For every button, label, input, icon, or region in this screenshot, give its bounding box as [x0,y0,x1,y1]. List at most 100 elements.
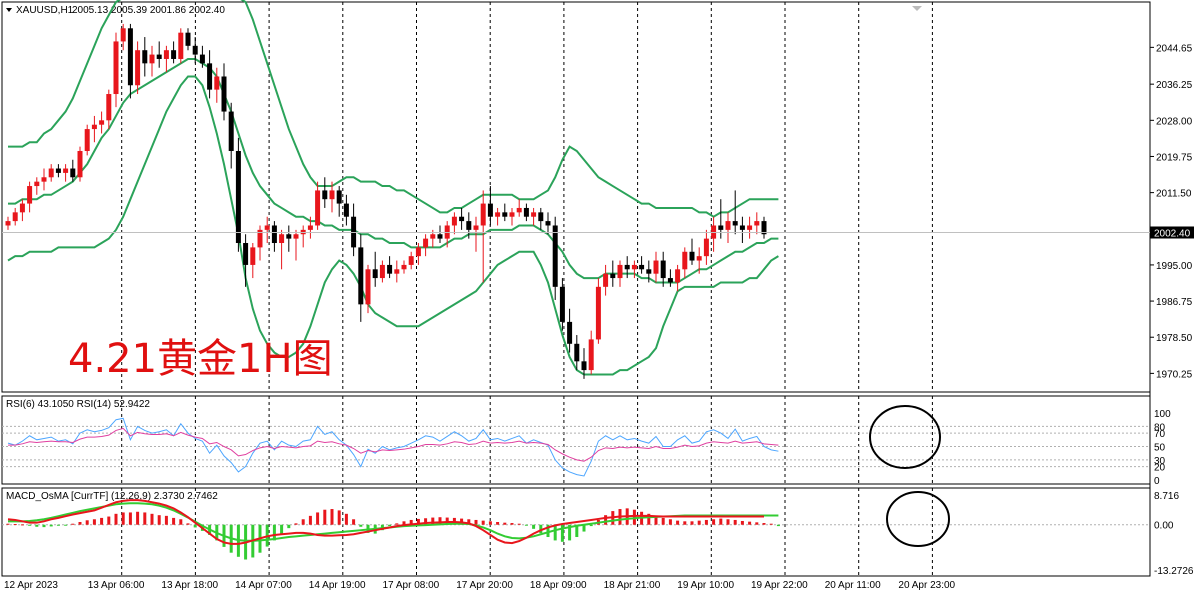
osma-bar [388,524,392,527]
osma-bar [467,519,471,525]
rsi6-line [7,417,779,477]
osma-bar [532,524,536,529]
candle-body [516,207,522,213]
candle-body [502,212,508,217]
time-axis: 12 Apr 2023 13 Apr 06:00 13 Apr 18:00 14 Ap… [4,580,956,591]
osma-bar [517,523,521,525]
candle-body [675,269,681,283]
osma-bar [13,524,17,526]
candle-body [646,269,652,274]
macd-line [7,499,764,545]
osma-bar [186,523,190,525]
macd-tick-label: 0.00 [1154,521,1174,532]
osma-bar [395,523,399,525]
candle-body [27,186,33,204]
candle-body [55,168,61,173]
candle-body [531,212,537,217]
osma-bar [128,512,132,525]
candle-body [91,124,97,130]
symbol-dropdown-icon[interactable] [6,8,12,12]
candle-body [199,54,205,64]
chart-annotation: 4.21黄金1H图 [68,336,333,382]
bollinger-bands [7,0,779,376]
candle-body [207,63,213,90]
candle-body [423,238,429,248]
candle-body [595,286,601,340]
osma-bar [647,513,651,525]
time-tick-label: 14 Apr 07:00 [235,580,292,591]
osma-bar [424,518,428,525]
osma-bar [85,520,89,525]
osma-bar [337,510,341,525]
candle-body [437,234,443,239]
osma-bar [575,524,579,538]
osma-bar [654,515,658,525]
candle-body [545,221,551,226]
candle-body [754,221,760,226]
candle-body [307,225,313,230]
ohlc-label: 2005.13 2005.39 2001.86 2002.40 [72,5,225,16]
candle-body [365,269,371,305]
osma-bar [726,519,730,525]
osma-bar [193,524,197,528]
candle-body [480,203,486,226]
price-tick-label: 2044.65 [1156,43,1193,54]
time-tick-label: 17 Apr 08:00 [383,580,440,591]
candle-body [603,273,609,287]
price-tick-label: 2019.75 [1156,152,1193,163]
osma-bar [683,521,687,525]
candle-body [271,225,277,244]
candle-body [552,225,558,287]
osma-bar [668,519,672,525]
candle-body [394,269,400,274]
candle-body [63,168,69,173]
candle-body [41,177,47,182]
osma-bar [107,516,111,525]
osma-bar [316,512,320,525]
osma-bar [92,519,96,525]
osma-bar [323,509,327,525]
vertical-grid [121,2,933,576]
candle-body [250,247,256,265]
candle-body [156,54,162,59]
osma-bar [568,524,572,541]
candle-body [459,216,465,222]
candle-body [293,234,299,239]
candle-body [617,264,623,279]
osma-bar [179,519,183,525]
middle-band [8,57,779,284]
candle-body [221,76,227,112]
osma-bar [352,519,356,525]
rsi-pane [1,395,1151,485]
rsi-tick-label: 100 [1154,409,1171,420]
osma-bar [71,523,75,525]
candle-body [747,225,753,230]
candle-body [379,264,385,279]
osma-bar [431,517,435,525]
osma-bar [697,520,701,525]
candle-body [653,260,659,274]
candle-body [99,120,105,125]
price-tick-label: 1995.00 [1156,261,1193,272]
macd-axis: 8.716 0.00 -13.2726 [1154,491,1194,577]
candle-body [257,229,263,248]
candle-body [135,50,141,86]
osma-bar [719,518,723,525]
candle-body [538,212,544,222]
time-tick-label: 14 Apr 19:00 [309,580,366,591]
candle-body [639,264,645,270]
upper-band [8,0,779,218]
osma-bar [20,524,24,526]
candle-body [214,76,220,90]
one-click-trading-icon[interactable] [912,6,922,11]
candle-body [185,32,191,46]
candle-body [286,234,292,239]
macd-osma [6,499,780,560]
osma-bar [582,524,586,532]
price-tick-label: 2028.00 [1156,116,1193,127]
candle-body [127,28,133,86]
time-tick-label: 13 Apr 18:00 [161,580,218,591]
osma-bar [604,515,608,525]
osma-bar [164,515,168,525]
